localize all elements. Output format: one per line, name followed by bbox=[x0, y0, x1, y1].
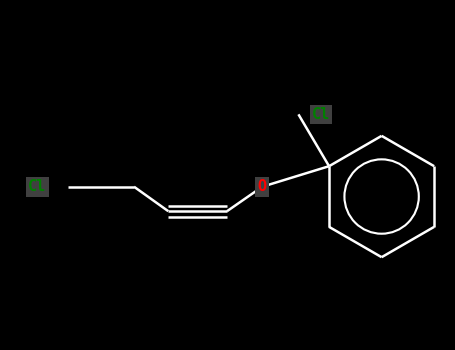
Text: Cl: Cl bbox=[28, 179, 46, 194]
Text: Cl: Cl bbox=[312, 107, 330, 122]
Text: O: O bbox=[258, 179, 267, 194]
